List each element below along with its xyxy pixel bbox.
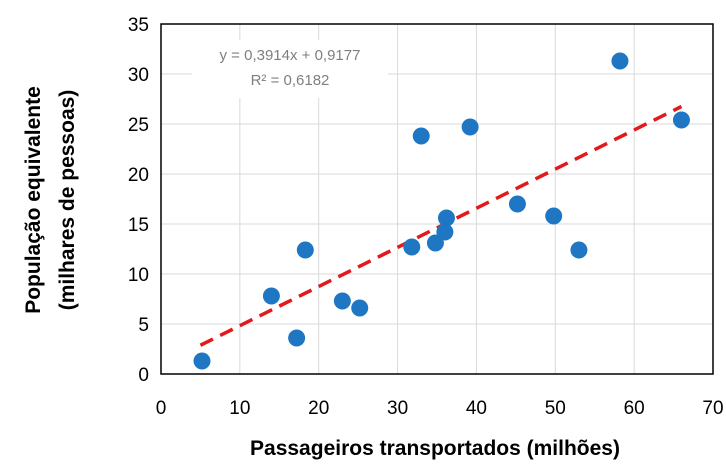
data-point	[461, 118, 479, 136]
data-point	[672, 111, 690, 129]
trendline-equation: y = 0,3914x + 0,9177	[220, 47, 361, 64]
x-tick-label: 30	[387, 398, 408, 419]
x-tick-label: 0	[156, 398, 167, 419]
y-tick-label: 0	[138, 365, 149, 386]
x-tick-label: 10	[229, 398, 250, 419]
x-axis-ticks: 0 10 20 30 40 50 60 70	[156, 398, 724, 419]
data-point	[437, 209, 455, 227]
y-tick-label: 25	[128, 115, 149, 136]
data-point	[262, 287, 280, 305]
data-point	[508, 195, 526, 213]
data-point	[412, 127, 430, 145]
x-tick-label: 20	[308, 398, 329, 419]
trendline-equation-box: y = 0,3914x + 0,9177 R² = 0,6182	[192, 40, 388, 98]
data-point	[403, 238, 421, 256]
data-point	[436, 223, 454, 241]
x-axis-title: Passageiros transportados (milhões)	[250, 437, 620, 460]
y-tick-label: 5	[138, 315, 149, 336]
data-point	[193, 352, 211, 370]
x-tick-label: 40	[466, 398, 487, 419]
data-point	[296, 241, 314, 259]
data-point	[426, 234, 444, 252]
y-tick-label: 30	[128, 65, 149, 86]
y-axis-ticks: 0 5 10 15 20 25 30 35	[128, 15, 149, 386]
data-point	[570, 241, 588, 259]
x-tick-label: 50	[545, 398, 566, 419]
data-point	[333, 292, 351, 310]
y-tick-label: 15	[128, 215, 149, 236]
data-point	[288, 329, 306, 347]
y-axis-title-line2: (milhares de pessoas)	[56, 90, 79, 311]
data-point	[351, 299, 369, 317]
y-tick-label: 10	[128, 265, 149, 286]
data-point	[545, 207, 563, 225]
x-tick-label: 70	[702, 398, 723, 419]
y-tick-label: 20	[128, 165, 149, 186]
y-tick-label: 35	[128, 15, 149, 36]
plot-area-frame	[160, 23, 714, 375]
trendline-r-squared: R² = 0,6182	[251, 72, 330, 89]
data-points	[193, 52, 690, 370]
y-axis-title-line1: População equivalente	[22, 86, 45, 314]
gridlines	[160, 23, 714, 375]
x-tick-label: 60	[624, 398, 645, 419]
data-point	[611, 52, 629, 70]
